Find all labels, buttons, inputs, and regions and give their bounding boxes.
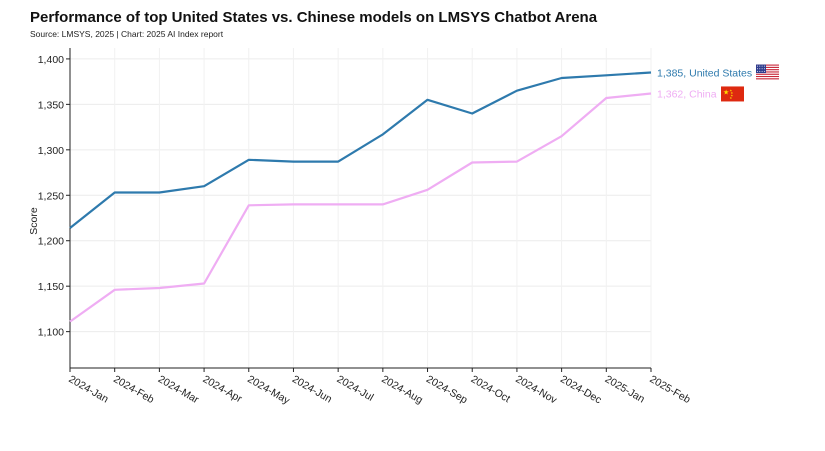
series-end-label: 1,385, United States bbox=[657, 68, 752, 80]
x-tick-label: 2025-Jan bbox=[603, 373, 647, 405]
y-tick-label: 1,200 bbox=[38, 236, 64, 248]
x-tick-label: 2024-May bbox=[245, 373, 292, 407]
us-flag-icon bbox=[756, 64, 779, 81]
series-line-china bbox=[69, 92, 652, 323]
series-line-united-states bbox=[69, 71, 652, 229]
x-tick-label: 2024-Jan bbox=[67, 373, 111, 405]
y-tick-label: 1,150 bbox=[38, 281, 64, 293]
x-tick-label: 2024-Apr bbox=[201, 373, 245, 405]
y-tick-label: 1,250 bbox=[38, 190, 64, 202]
china-flag-icon: ★ ★★★★ bbox=[721, 86, 744, 102]
y-tick-label: 1,100 bbox=[38, 327, 64, 339]
svg-text:★: ★ bbox=[731, 93, 734, 97]
x-tick-label: 2024-Oct bbox=[469, 373, 512, 405]
x-tick-label: 2024-Sep bbox=[424, 373, 470, 406]
x-tick-label: 2025-Feb bbox=[648, 373, 693, 406]
y-axis-label: Score bbox=[28, 207, 40, 235]
x-tick-label: 2024-Nov bbox=[513, 373, 559, 407]
y-tick-label: 1,400 bbox=[38, 54, 64, 66]
x-tick-label: 2024-Dec bbox=[558, 373, 603, 406]
svg-text:★: ★ bbox=[730, 88, 733, 92]
svg-text:★: ★ bbox=[723, 88, 729, 96]
chart-source: Source: LMSYS, 2025 | Chart: 2025 AI Ind… bbox=[30, 29, 224, 39]
x-tick-label: 2024-Aug bbox=[379, 373, 425, 406]
x-tick-label: 2024-Mar bbox=[156, 373, 201, 406]
svg-text:★: ★ bbox=[731, 91, 734, 95]
series-end-label: 1,362, China bbox=[657, 88, 717, 100]
y-tick-label: 1,300 bbox=[38, 145, 64, 157]
x-tick-label: 2024-Feb bbox=[111, 373, 156, 406]
x-tick-label: 2024-Jun bbox=[290, 373, 334, 405]
svg-text:★: ★ bbox=[730, 96, 733, 100]
y-tick-label: 1,350 bbox=[38, 99, 64, 111]
chart-title: Performance of top United States vs. Chi… bbox=[30, 9, 598, 26]
x-tick-label: 2024-Jul bbox=[335, 373, 376, 404]
